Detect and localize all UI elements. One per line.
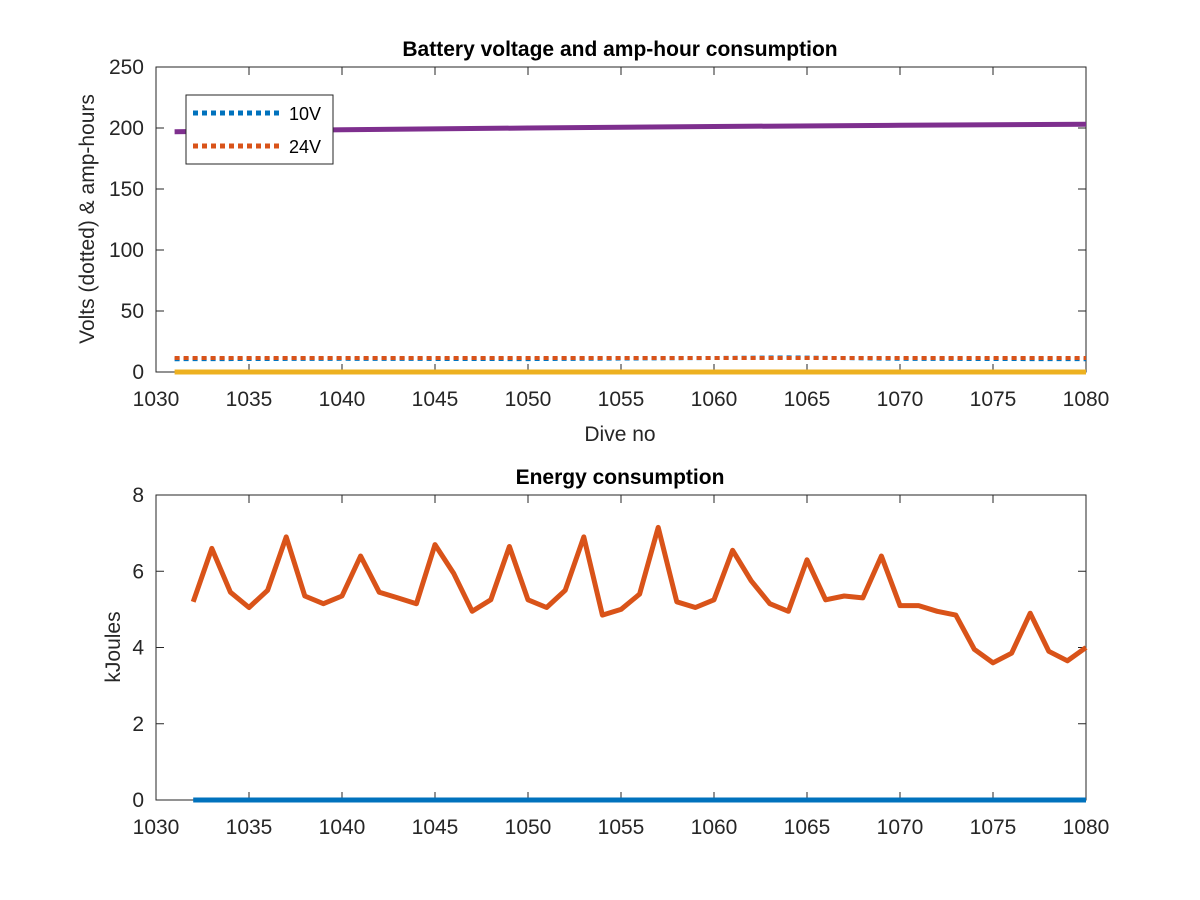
energy-series [190, 524, 1088, 803]
energy-chart: Energy consumption 1030 1035 1040 1045 1050 1… [102, 466, 1109, 839]
energy-chart-title: Energy consumption [516, 466, 725, 489]
energy-x-tick-label: 1055 [598, 816, 645, 839]
legend: 10V 24V [185, 94, 334, 165]
energy-y-tick-label: 6 [132, 560, 144, 583]
energy-series-line-1 [190, 524, 1088, 666]
voltage-x-tick-label: 1040 [319, 388, 366, 411]
voltage-y-axis: 0 50 100 150 200 250 [109, 56, 1086, 384]
voltage-x-tick-label: 1060 [691, 388, 738, 411]
voltage-y-tick-label: 150 [109, 178, 144, 201]
voltage-y-axis-label: Volts (dotted) & amp-hours [76, 94, 99, 344]
legend-label-24v: 24V [289, 137, 321, 157]
energy-x-tick-label: 1035 [226, 816, 273, 839]
energy-x-tick-label: 1070 [877, 816, 924, 839]
energy-y-axis: 0 2 4 6 8 [132, 484, 1086, 812]
voltage-x-tick-label: 1075 [970, 388, 1017, 411]
energy-x-tick-label: 1065 [784, 816, 831, 839]
legend-box [185, 94, 334, 165]
voltage-x-tick-label: 1070 [877, 388, 924, 411]
energy-x-tick-label: 1075 [970, 816, 1017, 839]
voltage-x-axis-label: Dive no [584, 423, 655, 446]
voltage-x-tick-label: 1055 [598, 388, 645, 411]
voltage-chart: Battery voltage and amp-hour consumption… [76, 38, 1109, 446]
energy-y-tick-label: 8 [132, 484, 144, 507]
energy-x-tick-label: 1030 [133, 816, 180, 839]
energy-x-axis: 1030 1035 1040 1045 1050 1055 1060 1065 1070 1075… [133, 495, 1110, 839]
energy-y-axis-label: kJoules [102, 611, 125, 682]
voltage-y-tick-label: 200 [109, 117, 144, 140]
energy-x-tick-label: 1050 [505, 816, 552, 839]
energy-y-tick-label: 0 [132, 789, 144, 812]
energy-y-tick-label: 4 [132, 637, 144, 660]
voltage-x-tick-label: 1030 [133, 388, 180, 411]
energy-y-tick-label: 2 [132, 713, 144, 736]
energy-x-tick-label: 1080 [1063, 816, 1110, 839]
voltage-x-tick-label: 1035 [226, 388, 273, 411]
voltage-chart-title: Battery voltage and amp-hour consumption [402, 38, 837, 61]
voltage-x-tick-label: 1050 [505, 388, 552, 411]
voltage-y-tick-label: 0 [132, 361, 144, 384]
voltage-y-tick-label: 250 [109, 56, 144, 79]
energy-x-tick-label: 1040 [319, 816, 366, 839]
voltage-y-tick-label: 50 [121, 300, 144, 323]
legend-label-10v: 10V [289, 104, 321, 124]
voltage-x-tick-label: 1045 [412, 388, 459, 411]
voltage-x-tick-label: 1080 [1063, 388, 1110, 411]
voltage-x-tick-label: 1065 [784, 388, 831, 411]
energy-x-tick-label: 1060 [691, 816, 738, 839]
voltage-x-axis: 1030 1035 1040 1045 1050 1055 1060 1065 1070 1075… [133, 67, 1110, 411]
energy-x-tick-label: 1045 [412, 816, 459, 839]
voltage-y-tick-label: 100 [109, 239, 144, 262]
